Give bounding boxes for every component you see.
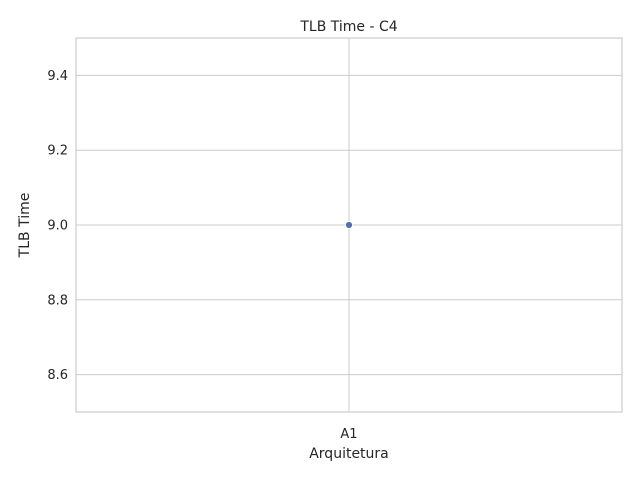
chart-title: TLB Time - C4 xyxy=(299,19,397,35)
y-tick-label: 9.4 xyxy=(47,69,68,84)
data-points xyxy=(345,221,353,229)
y-tick-label: 9.2 xyxy=(47,144,68,159)
tick-labels: 8.6 8.8 9.0 9.2 9.4 A1 xyxy=(47,69,357,442)
x-tick-label: A1 xyxy=(340,427,357,442)
y-tick-label: 8.8 xyxy=(47,293,68,308)
y-tick-label: 9.0 xyxy=(47,219,68,234)
plot-frame xyxy=(75,37,623,413)
y-axis-label: TLB Time xyxy=(17,193,33,259)
data-point xyxy=(345,221,353,229)
x-axis-label: Arquitetura xyxy=(309,446,389,462)
y-tick-label: 8.6 xyxy=(47,368,68,383)
